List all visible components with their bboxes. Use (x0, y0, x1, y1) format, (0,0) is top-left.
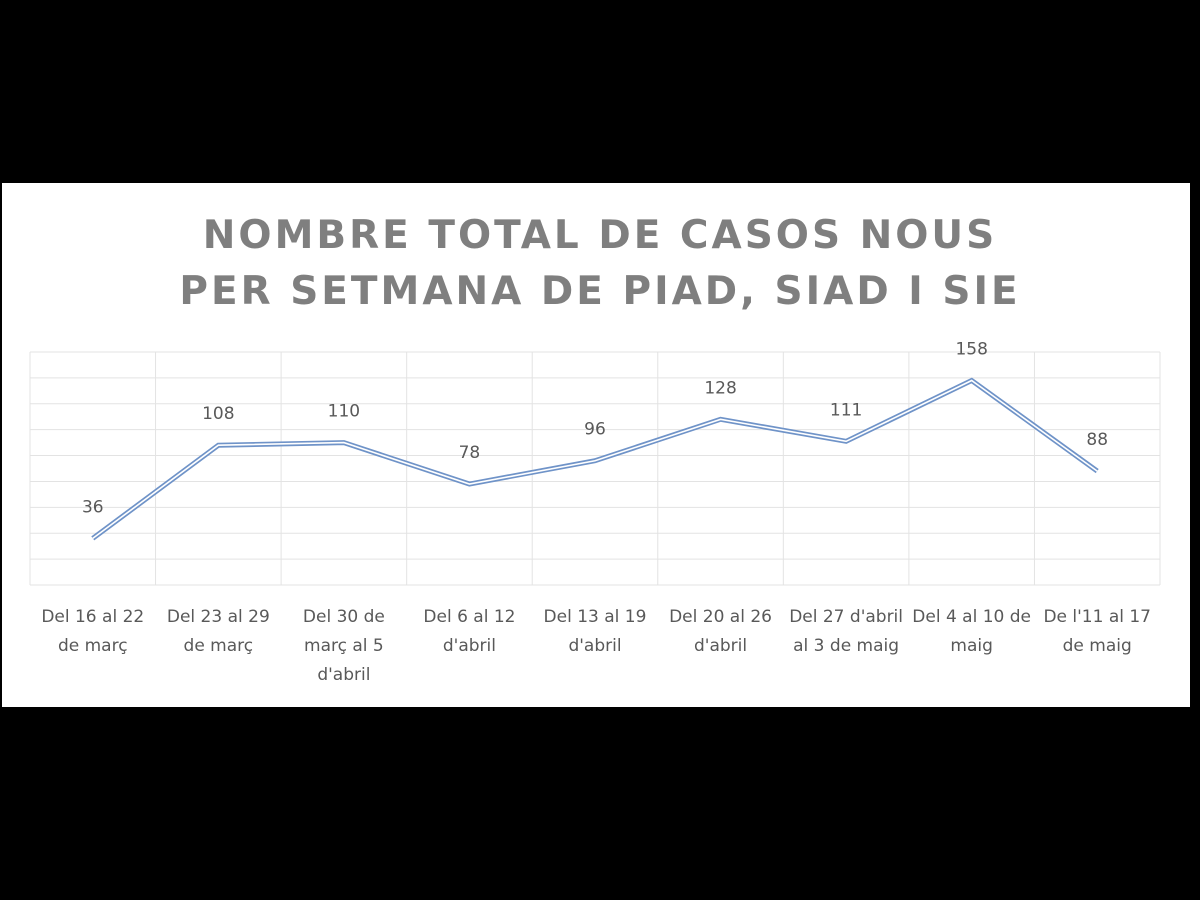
x-tick-label: Del 20 al 26 d'abril (669, 607, 772, 656)
data-label: 110 (328, 402, 360, 422)
data-label: 111 (830, 400, 862, 420)
x-tick-label: Del 27 d'abril al 3 de maig (789, 607, 904, 656)
x-tick-label: De l'11 al 17 de maig (1043, 607, 1151, 656)
x-tick-label: Del 16 al 22 de març (41, 607, 145, 656)
x-tick-label: Del 30 de març al 5 d'abril (302, 607, 385, 685)
x-tick-label: Del 6 al 12 d'abril (423, 607, 516, 656)
data-label: 108 (202, 404, 234, 424)
data-label: 128 (704, 378, 736, 398)
chart-panel (2, 183, 1190, 707)
data-label: 78 (459, 443, 481, 463)
x-tick-label: Del 13 al 19 d'abril (543, 607, 647, 656)
data-label: 158 (955, 339, 987, 359)
data-label: 36 (82, 497, 104, 517)
x-tick-label: Del 23 al 29 de març (166, 607, 270, 656)
x-tick-label: Del 4 al 10 de maig (912, 607, 1032, 656)
line-inner (92, 379, 1098, 540)
chart-title: NOMBRE TOTAL DE CASOS NOUS PER SETMANA D… (179, 213, 1021, 314)
data-label: 96 (584, 420, 606, 440)
data-label: 88 (1086, 430, 1108, 450)
